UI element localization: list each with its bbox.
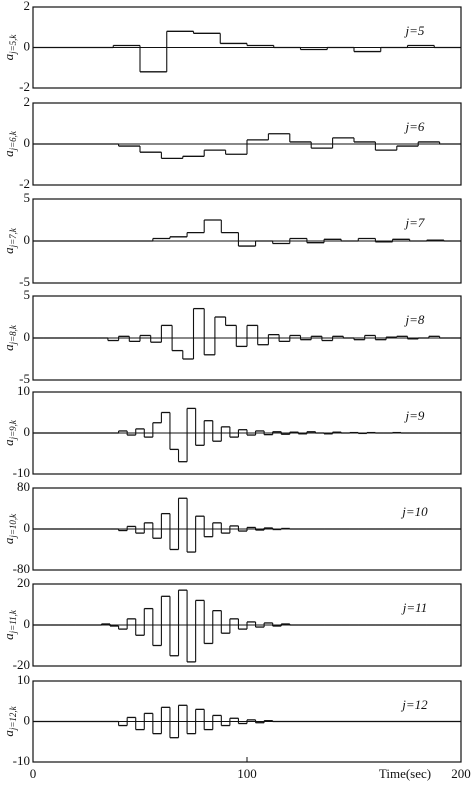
y-label-main: a [1, 344, 16, 351]
y-tick-label: 0 [24, 329, 31, 344]
x-tick-label: 200 [451, 766, 471, 781]
y-tick-label: -10 [13, 465, 30, 480]
annotation: j=5 [404, 23, 425, 38]
y-tick-label: 0 [24, 616, 31, 631]
y-label-sub: j=6,k [8, 130, 18, 151]
y-label-main: a [1, 53, 16, 60]
y-label-sub: j=5,k [8, 34, 18, 55]
y-axis-label: aj=6,k [1, 130, 18, 157]
y-tick-label: -2 [19, 79, 30, 94]
y-label-main: a [1, 150, 16, 157]
y-tick-label: -5 [19, 274, 30, 289]
annotation: j=7 [404, 215, 425, 230]
y-tick-label: 2 [24, 0, 31, 13]
y-tick-label: 0 [24, 38, 31, 53]
y-axis-label: aj=7,k [1, 227, 18, 254]
x-tick-label: 100 [237, 766, 257, 781]
annotation: j=10 [400, 504, 428, 519]
y-label-sub: j=12,k [8, 705, 18, 731]
y-label-main: a [1, 633, 16, 640]
y-label-main: a [1, 247, 16, 254]
annotation: j=8 [404, 312, 425, 327]
annotation: j=11 [401, 600, 427, 615]
y-tick-label: -5 [19, 371, 30, 386]
y-tick-label: -2 [19, 176, 30, 191]
y-tick-label: 0 [24, 424, 31, 439]
y-axis-label: aj=9,k [1, 419, 18, 446]
x-tick-label: 0 [30, 766, 37, 781]
annotation: j=12 [400, 697, 428, 712]
y-tick-label: 5 [24, 190, 31, 205]
y-tick-label: 0 [24, 135, 31, 150]
y-tick-label: 0 [24, 712, 31, 727]
y-axis-label: aj=5,k [1, 34, 18, 61]
y-tick-label: 5 [24, 287, 31, 302]
annotation: j=6 [404, 119, 425, 134]
y-axis-label: aj=10,k [1, 513, 18, 544]
y-axis-label: aj=11,k [1, 609, 18, 640]
y-axis-label: aj=12,k [1, 705, 18, 736]
y-label-sub: j=10,k [8, 513, 18, 539]
y-tick-label: -20 [13, 657, 30, 672]
y-label-sub: j=9,k [8, 419, 18, 440]
y-tick-label: 0 [24, 520, 31, 535]
x-axis-label: Time(sec) [379, 766, 431, 781]
y-tick-label: -10 [13, 753, 30, 768]
annotation: j=9 [404, 408, 425, 423]
y-tick-label: 10 [17, 383, 30, 398]
y-tick-label: 20 [17, 575, 30, 590]
y-label-main: a [1, 439, 16, 446]
y-tick-label: 10 [17, 672, 30, 687]
y-tick-label: 80 [17, 479, 30, 494]
y-tick-label: 2 [24, 94, 31, 109]
y-label-sub: j=8,k [8, 324, 18, 345]
y-tick-label: 0 [24, 232, 31, 247]
y-label-sub: j=11,k [8, 609, 18, 634]
y-tick-label: -80 [13, 561, 30, 576]
y-label-main: a [1, 730, 16, 737]
y-label-main: a [1, 537, 16, 544]
y-label-sub: j=7,k [8, 227, 18, 248]
y-axis-label: aj=8,k [1, 324, 18, 351]
